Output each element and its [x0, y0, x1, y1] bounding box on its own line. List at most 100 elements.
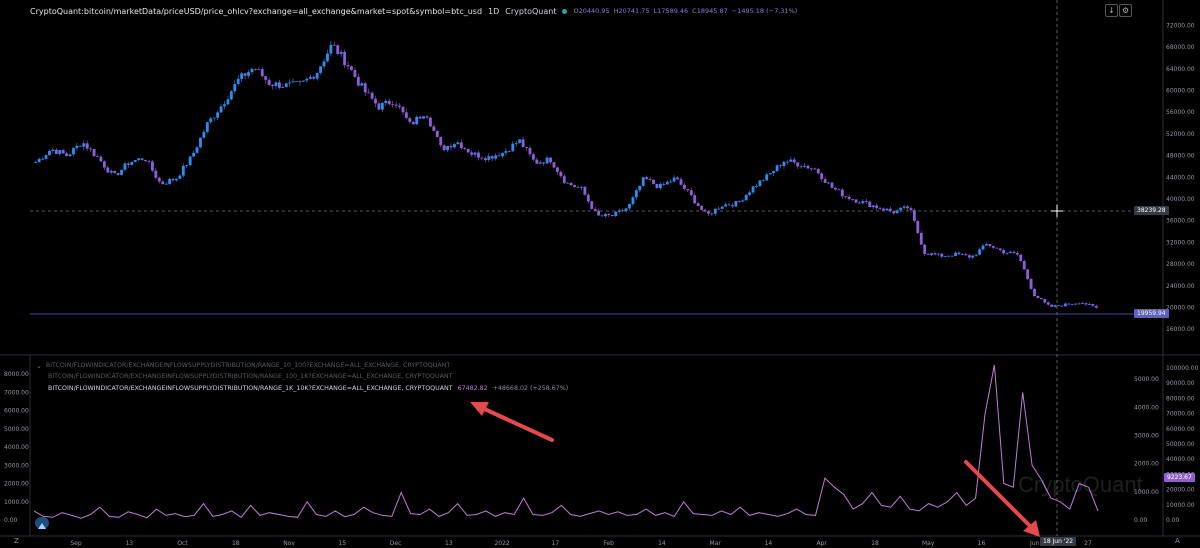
candle-body: [360, 83, 364, 86]
candle-body: [1009, 251, 1012, 253]
candle-body: [37, 158, 41, 163]
time-tick-label: 18: [232, 540, 240, 547]
last-price-label: 19959.94: [1134, 309, 1169, 318]
candle-body: [669, 181, 673, 183]
candle-body: [175, 178, 178, 181]
candle-body: [250, 68, 254, 73]
candle-body: [377, 103, 381, 110]
candle-body: [799, 166, 803, 168]
candle-body: [682, 184, 686, 189]
settings-button[interactable]: ⚙: [1119, 4, 1132, 17]
time-tick-label: Jun: [1029, 540, 1040, 547]
axes: 16000.00 20000.00 24000.00 28000.00 32000.00…: [4, 22, 1199, 547]
candle-body: [569, 182, 573, 186]
candle-body: [597, 210, 601, 216]
indicator-left-tick: 7000.00: [4, 389, 29, 396]
interval-label[interactable]: 1D: [488, 6, 500, 16]
candle-body: [552, 162, 556, 168]
legend-series-1[interactable]: BITCOIN/FLOWINDICATOR/EXCHANGEINFLOWSUPP…: [45, 362, 451, 369]
price-tick-label: 48000.00: [1166, 153, 1195, 160]
candle-body: [291, 81, 295, 83]
indicator-left-tick: 4000.00: [4, 444, 29, 451]
market-status-icon: [562, 8, 568, 14]
candle-body: [130, 161, 134, 165]
down-arrow-button[interactable]: ↓: [1105, 4, 1118, 17]
candle-body: [909, 208, 913, 211]
candle-body: [425, 116, 429, 118]
candle-body: [607, 214, 611, 216]
candle-body: [494, 155, 498, 159]
candle-body: [1022, 261, 1026, 270]
timezone-z-button[interactable]: Z: [14, 537, 19, 545]
candle-body: [312, 76, 316, 79]
candle-body: [295, 81, 298, 83]
candle-body: [538, 162, 542, 164]
candle-body: [638, 185, 642, 191]
indicator-right-tick: 1000.00: [1134, 489, 1159, 496]
candle-body: [1012, 251, 1016, 253]
legend-series-3[interactable]: BITCOIN/FLOWINDICATOR/EXCHANGEINFLOWSUPP…: [48, 384, 453, 392]
candle-body: [1063, 303, 1067, 307]
candle-body: [387, 100, 391, 105]
candle-body: [490, 156, 494, 159]
candle-body: [247, 72, 250, 76]
candle-body: [432, 126, 436, 131]
price-tick-label: 28000.00: [1166, 261, 1195, 268]
candle-body: [487, 156, 491, 160]
ticker-symbol[interactable]: CryptoQuant:bitcoin/marketData/priceUSD/…: [30, 6, 483, 16]
candle-body: [463, 148, 467, 149]
candle-body: [61, 150, 65, 154]
candle-body: [686, 188, 690, 191]
candle-body: [978, 249, 982, 255]
candle-body: [514, 143, 518, 144]
candle-body: [374, 98, 377, 104]
candle-body: [648, 179, 652, 180]
candle-body: [748, 192, 752, 195]
indicator-right-tick: 5000.00: [1134, 376, 1159, 383]
indicator-pane: [33, 364, 1099, 519]
candle-body: [806, 165, 810, 169]
candle-body: [480, 157, 484, 159]
candle-body: [1088, 304, 1091, 305]
candle-body: [556, 167, 559, 172]
candle-body: [178, 175, 182, 179]
candle-body: [267, 79, 271, 85]
candle-body: [315, 72, 319, 79]
candle-body: [1015, 252, 1019, 255]
candle-body: [401, 106, 405, 113]
price-tick-label: 60000.00: [1166, 88, 1195, 95]
candle-body: [1043, 299, 1047, 303]
candle-body: [370, 92, 374, 99]
candle-body: [319, 66, 323, 73]
candle-body: [422, 116, 425, 119]
candle-body: [998, 248, 1002, 251]
indicator-far-right-tick: 20000.00: [1166, 487, 1195, 494]
candle-body: [580, 186, 583, 188]
candle-body: [346, 65, 350, 67]
collapse-icon[interactable]: ⌄: [36, 361, 42, 370]
indicator-far-right-tick: 70000.00: [1166, 411, 1195, 418]
candle-body: [854, 199, 858, 203]
indicator-far-right-tick: 90000.00: [1166, 380, 1195, 387]
candle-body: [48, 151, 51, 156]
legend-series-3-value: 67482.82: [457, 384, 488, 392]
legend-series-3-change: +48668.02 (+258.67%): [492, 384, 569, 392]
candle-body: [96, 156, 99, 157]
candle-body: [741, 200, 745, 202]
candle-body: [398, 105, 401, 107]
candle-body: [284, 83, 288, 88]
candle-body: [477, 152, 480, 158]
candle-body: [1074, 303, 1078, 305]
indicator-right-tick: 2000.00: [1134, 461, 1159, 468]
candle-body: [1077, 303, 1081, 305]
legend-series-2[interactable]: BITCOIN/FLOWINDICATOR/EXCHANGEINFLOWSUPP…: [48, 373, 453, 380]
auto-scale-button[interactable]: A: [1175, 537, 1180, 545]
candle-body: [264, 76, 268, 80]
indicator-left-tick: 3000.00: [4, 462, 29, 469]
price-tick-label: 64000.00: [1166, 66, 1195, 73]
price-tick-label: 24000.00: [1166, 283, 1195, 290]
candle-body: [137, 158, 141, 161]
annotation-arrow-left: [470, 402, 554, 442]
candle-body: [912, 210, 916, 221]
